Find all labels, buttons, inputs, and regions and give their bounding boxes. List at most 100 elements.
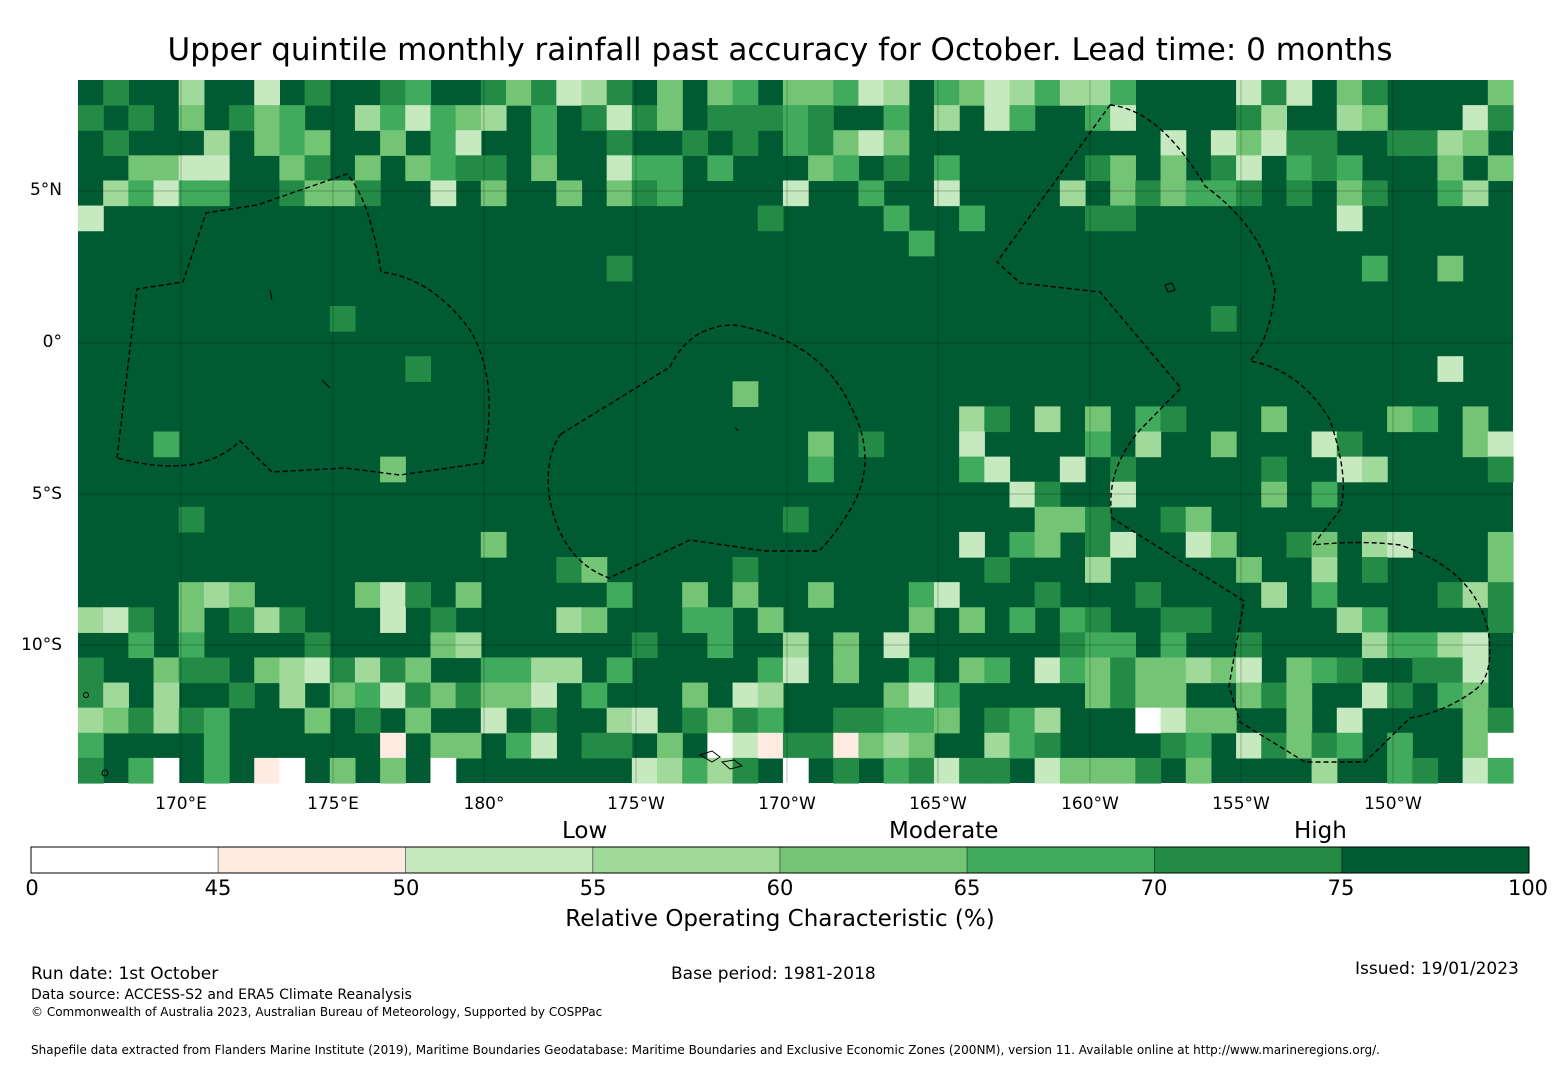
grid-cell bbox=[1009, 481, 1036, 508]
grid-cell bbox=[531, 682, 557, 709]
grid-cell bbox=[279, 657, 306, 684]
grid-cell bbox=[581, 557, 608, 583]
grid-cell bbox=[153, 180, 180, 207]
grid-cell bbox=[657, 180, 683, 207]
grid-cell bbox=[279, 155, 306, 182]
grid-cell bbox=[103, 130, 129, 156]
grid-cell bbox=[455, 155, 482, 182]
grid-cell bbox=[782, 632, 809, 659]
grid-cell bbox=[1135, 180, 1162, 207]
grid-cell bbox=[304, 80, 331, 106]
grid-cell bbox=[858, 732, 885, 759]
grid-cell bbox=[1034, 481, 1061, 508]
grid-cell bbox=[556, 80, 583, 106]
category-low: Low bbox=[562, 818, 608, 844]
grid-cell bbox=[1210, 707, 1237, 734]
grid-cell bbox=[1160, 732, 1187, 759]
grid-cell bbox=[178, 506, 205, 533]
grid-cell bbox=[657, 80, 683, 106]
grid-cell bbox=[178, 657, 205, 684]
grid-cell bbox=[405, 155, 432, 182]
grid-cell bbox=[1236, 80, 1262, 106]
grid-cell bbox=[78, 607, 104, 633]
rainfall-accuracy-map bbox=[78, 80, 1514, 784]
grid-cell bbox=[1085, 531, 1111, 558]
grid-cell bbox=[178, 105, 205, 131]
category-high: High bbox=[1294, 818, 1347, 844]
grid-cell bbox=[1487, 707, 1514, 734]
grid-cell bbox=[707, 105, 734, 131]
grid-cell bbox=[1261, 456, 1288, 483]
grid-cell bbox=[1185, 657, 1212, 684]
grid-cell bbox=[329, 657, 356, 684]
grid-cell bbox=[1462, 707, 1489, 734]
grid-cell bbox=[1236, 632, 1262, 659]
grid-cell bbox=[430, 130, 457, 156]
grid-cell bbox=[707, 155, 734, 182]
grid-cell bbox=[153, 682, 180, 709]
grid-cell bbox=[1085, 80, 1111, 106]
grid-cell bbox=[1487, 105, 1514, 131]
grid-cell bbox=[1085, 632, 1111, 659]
eez-boundary-kiribati-phoenix bbox=[547, 324, 866, 579]
grid-cell bbox=[1210, 305, 1237, 332]
grid-cell bbox=[1462, 757, 1489, 784]
grid-cell bbox=[380, 682, 406, 709]
lon-label-170e: 170°E bbox=[155, 794, 207, 814]
grid-cell bbox=[1462, 682, 1489, 709]
grid-cell bbox=[1110, 682, 1136, 709]
grid-cell bbox=[430, 682, 457, 709]
grid-cell bbox=[1311, 531, 1338, 558]
colorbar-segment bbox=[217, 846, 406, 874]
grid-cell bbox=[1311, 582, 1338, 608]
lon-label-175w: 175°W bbox=[607, 794, 665, 814]
grid-cell bbox=[1387, 732, 1413, 759]
grid-cell bbox=[908, 607, 935, 633]
grid-cell bbox=[1336, 607, 1363, 633]
grid-cell bbox=[908, 657, 935, 684]
grid-cell bbox=[883, 732, 910, 759]
grid-cell bbox=[380, 657, 406, 684]
islands bbox=[83, 282, 1176, 777]
grid-cell bbox=[329, 305, 356, 332]
grid-cell bbox=[1210, 531, 1237, 558]
grid-cell bbox=[1487, 80, 1514, 106]
grid-cell bbox=[782, 130, 809, 156]
grid-cell bbox=[480, 707, 507, 734]
grid-cell bbox=[757, 732, 784, 759]
grid-cell bbox=[1437, 356, 1464, 382]
colorbar-tick: 45 bbox=[204, 876, 232, 900]
grid-cell bbox=[1286, 531, 1313, 558]
grid-cell bbox=[1261, 130, 1288, 156]
grid-cell bbox=[380, 757, 406, 784]
grid-cell bbox=[1437, 180, 1464, 207]
issued-date: Issued: 19/01/2023 bbox=[1355, 959, 1519, 979]
colorbar-segment bbox=[592, 846, 781, 874]
grid-cell bbox=[203, 757, 230, 784]
grid-cell bbox=[405, 356, 432, 382]
grid-cell bbox=[229, 582, 255, 608]
grid-cell bbox=[203, 155, 230, 182]
grid-cell bbox=[178, 582, 205, 608]
grid-cell bbox=[128, 707, 155, 734]
grid-cell bbox=[984, 80, 1011, 106]
grid-cell bbox=[254, 607, 281, 633]
grid-cell bbox=[1487, 557, 1514, 583]
colorbar-segment bbox=[30, 846, 219, 874]
grid-cell bbox=[657, 757, 683, 784]
grid-cell bbox=[606, 130, 633, 156]
grid-cell bbox=[128, 757, 155, 784]
grid-cell bbox=[1336, 431, 1363, 458]
grid-cell bbox=[455, 582, 482, 608]
grid-cell bbox=[531, 732, 557, 759]
colorbar-tick: 70 bbox=[1140, 876, 1168, 900]
grid-cell bbox=[808, 105, 834, 131]
grid-cell bbox=[128, 180, 155, 207]
grid-cell bbox=[178, 80, 205, 106]
grid-cell bbox=[1387, 682, 1413, 709]
grid-cell bbox=[380, 456, 406, 483]
grid-cell bbox=[657, 105, 683, 131]
grid-cell bbox=[581, 732, 608, 759]
colorbar-segment bbox=[966, 846, 1155, 874]
grid-cell bbox=[1286, 180, 1313, 207]
